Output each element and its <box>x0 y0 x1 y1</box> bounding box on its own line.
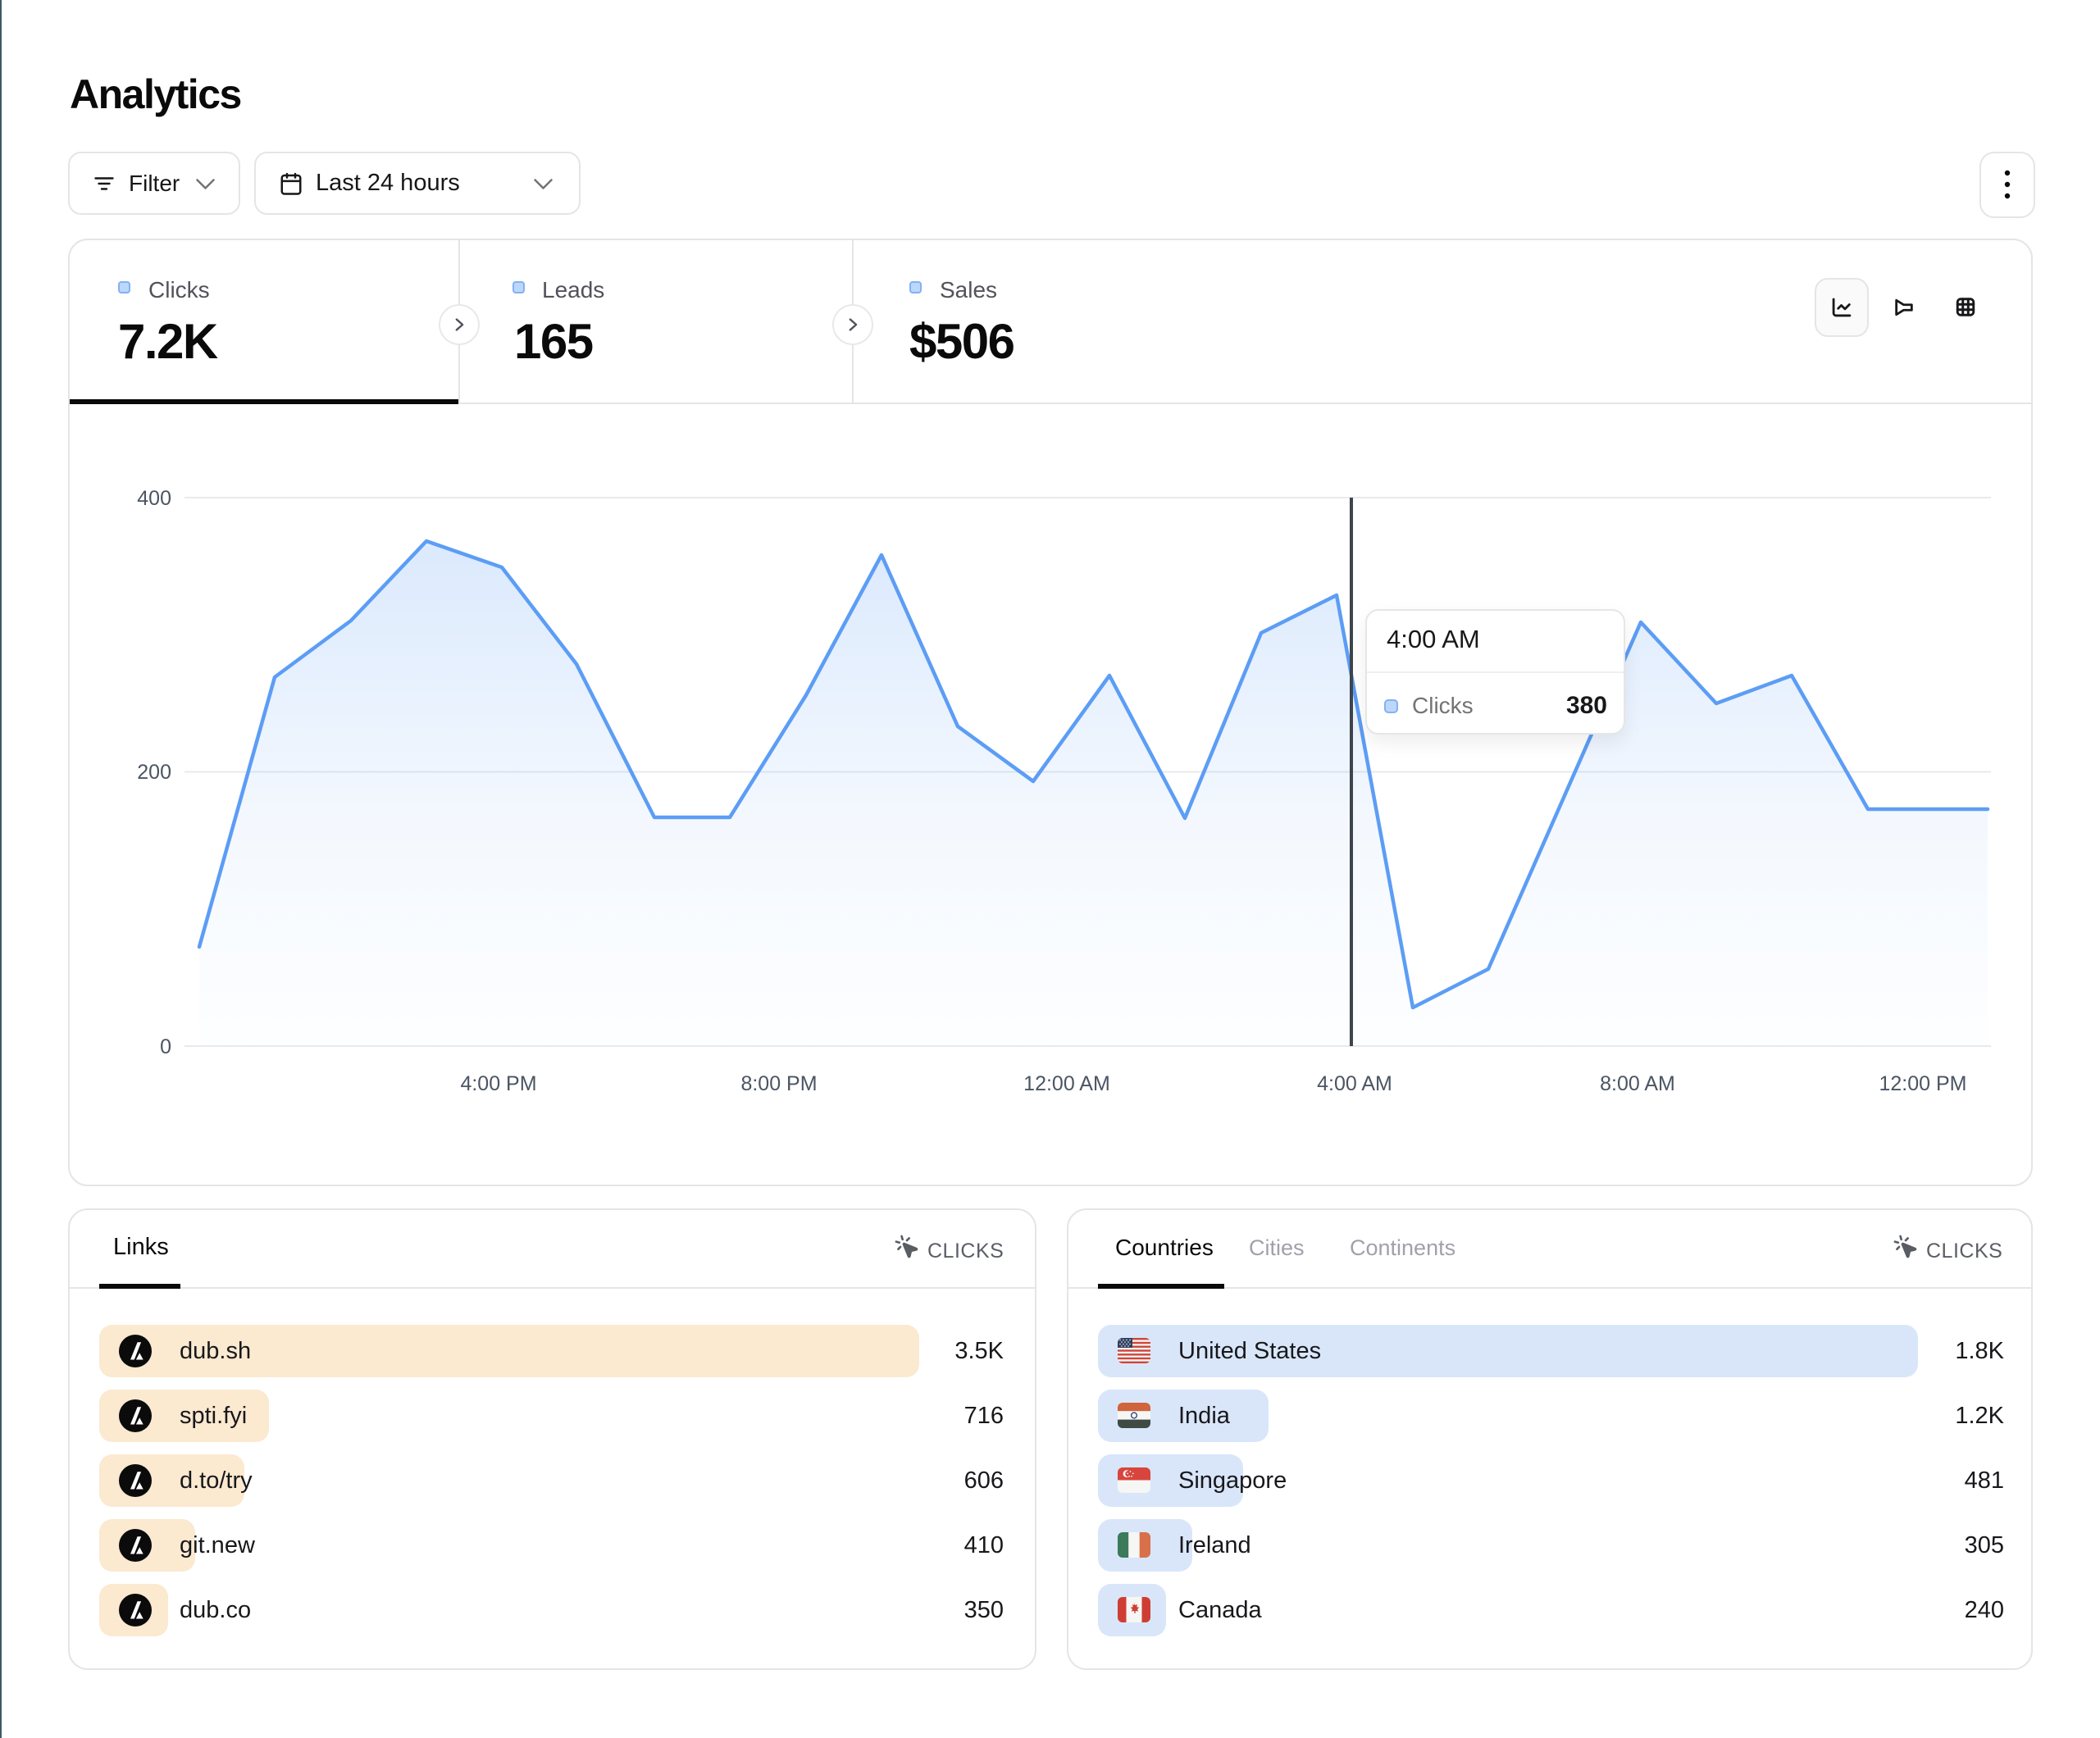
svg-text:12:00 AM: 12:00 AM <box>1023 1072 1110 1095</box>
svg-text:0: 0 <box>160 1035 171 1058</box>
svg-text:400: 400 <box>137 487 171 510</box>
svg-text:4:00 PM: 4:00 PM <box>460 1072 536 1095</box>
svg-text:8:00 PM: 8:00 PM <box>740 1072 817 1095</box>
svg-text:8:00 AM: 8:00 AM <box>1600 1072 1675 1095</box>
svg-text:200: 200 <box>137 761 171 784</box>
svg-text:4:00 AM: 4:00 AM <box>1317 1072 1392 1095</box>
svg-text:12:00 PM: 12:00 PM <box>1879 1072 1966 1095</box>
